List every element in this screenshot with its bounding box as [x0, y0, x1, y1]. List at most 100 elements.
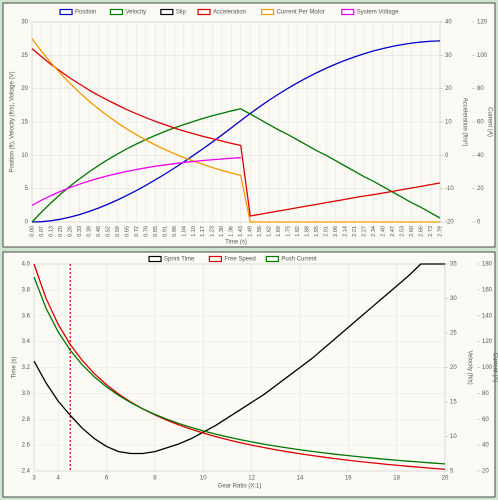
x-tick-label: 0.72 [134, 226, 140, 237]
legend-swatch [59, 8, 73, 16]
x-tick-label: 1.56 [257, 226, 263, 237]
legend-item[interactable]: Free Speed [208, 255, 256, 263]
x-tick-label: 0.13 [48, 226, 54, 237]
series-line [31, 40, 441, 223]
legend-swatch [265, 255, 279, 263]
y2-axis-title: Acceleration (ft/s²) [461, 98, 467, 147]
legend-label: Velocity [125, 10, 146, 16]
y3-tick-label: 120 [477, 20, 488, 26]
x-tick-label: 16 [345, 476, 352, 482]
y3-axis-title: Current (A) [486, 107, 492, 137]
y-tick-label: 2.6 [22, 443, 31, 449]
y3-tick-label: 140 [482, 313, 493, 319]
legend-label: Position [75, 10, 96, 16]
x-tick-label: 1.04 [181, 226, 187, 237]
series-line [33, 263, 445, 455]
y-tick-label: 3.6 [22, 313, 31, 319]
x-tick-label: 8 [153, 476, 157, 482]
y2-tick-label: 15 [450, 400, 457, 406]
x-tick-label: 0.65 [124, 226, 130, 237]
x-tick-label: 1.69 [276, 226, 282, 237]
y2-tick-label: 10 [450, 434, 457, 440]
x-axis-title: Time (s) [225, 240, 247, 246]
x-tick-label: 1.95 [314, 226, 320, 237]
legend-label: Push Current [281, 257, 317, 263]
y-tick-label: 25 [21, 53, 28, 59]
x-tick-label: 2.21 [352, 226, 358, 237]
x-tick-label: 1.88 [305, 226, 311, 237]
x-tick-label: 2.08 [333, 226, 339, 237]
y3-tick-label: 120 [482, 339, 493, 345]
x-tick-label: 2.01 [324, 226, 330, 237]
x-tick-label: 1.75 [286, 226, 292, 237]
x-tick-label: 0.26 [67, 226, 73, 237]
legend-item[interactable]: Sprint Time [148, 255, 195, 263]
x-tick-label: 2.73 [428, 226, 434, 237]
x-tick-label: 3 [32, 476, 36, 482]
x-tick-label: 18 [393, 476, 400, 482]
legend-item[interactable]: Push Current [265, 255, 317, 263]
y2-tick-label: 25 [450, 331, 457, 337]
x-axis-title: Gear Ratio (X:1) [218, 484, 262, 490]
y2-tick-label: 20 [450, 365, 457, 371]
x-tick-label: 1.43 [238, 226, 244, 237]
y-tick-label: 3.2 [22, 365, 31, 371]
x-tick-label: 1.10 [191, 226, 197, 237]
legend-swatch [148, 255, 162, 263]
y-axis-title: Position (ft), Velocity (ft/s), Voltage … [10, 71, 16, 172]
x-tick-label: 2.47 [390, 226, 396, 237]
y-tick-label: 30 [21, 20, 28, 26]
x-tick-label: 0.85 [153, 226, 159, 237]
x-tick-label: 0.59 [115, 226, 121, 237]
x-tick-label: 6 [105, 476, 109, 482]
y-tick-label: 2.4 [22, 469, 31, 475]
x-tick-label: 1.62 [267, 226, 273, 237]
x-tick-label: 0.20 [58, 226, 64, 237]
legend-swatch [160, 8, 174, 16]
x-tick-label: 1.49 [248, 226, 254, 237]
y-tick-label: 15 [21, 120, 28, 126]
legend-item[interactable]: Velocity [109, 8, 146, 16]
y2-tick-label: 10 [445, 120, 452, 126]
y-tick-label: 5 [25, 186, 29, 192]
y3-tick-label: 180 [482, 262, 493, 268]
series-line [31, 157, 241, 206]
plot-area [33, 263, 446, 472]
x-tick-label: 0.00 [29, 226, 35, 237]
y2-tick-label: 35 [450, 262, 457, 268]
y3-tick-label: 20 [477, 186, 484, 192]
x-tick-label: 0.46 [96, 226, 102, 237]
y3-tick-label: 100 [477, 53, 488, 59]
y3-axis-title: Current (A) [491, 353, 497, 383]
legend-swatch [261, 8, 275, 16]
legend-label: Free Speed [224, 257, 255, 263]
y-tick-label: 20 [21, 86, 28, 92]
legend-item[interactable]: Current Per Motor [261, 8, 325, 16]
chart-panel: 0.00 0.07 0.13 0.20 0.26 0.33 0.39 0.46 0.52 0.59… [10, 8, 492, 246]
legend-item[interactable]: System Voltage [341, 8, 399, 16]
y3-tick-label: 80 [482, 391, 489, 397]
y2-tick-label: 40 [445, 20, 452, 26]
y2-tick-label: 30 [445, 53, 452, 59]
x-tick-label: 0.98 [172, 226, 178, 237]
x-tick-label: 2.53 [399, 226, 405, 237]
y-tick-label: 3.0 [22, 391, 31, 397]
y3-tick-label: 100 [482, 365, 493, 371]
x-tick-label: 0.91 [162, 226, 168, 237]
legend-label: Current Per Motor [277, 10, 325, 16]
y3-tick-label: 0 [477, 220, 481, 226]
legend-label: Acceleration [213, 10, 246, 16]
legend-item[interactable]: Slip [160, 8, 187, 16]
y-tick-label: 0 [25, 220, 29, 226]
x-tick-label: 0.39 [86, 226, 92, 237]
y2-tick-label: 5 [450, 469, 454, 475]
y-tick-label: 3.4 [22, 339, 31, 345]
y2-tick-label: 0 [445, 153, 449, 159]
x-tick-label: 1.82 [295, 226, 301, 237]
y3-tick-label: 60 [482, 417, 489, 423]
legend-swatch [208, 255, 222, 263]
legend-item[interactable]: Position [59, 8, 96, 16]
y-tick-label: 10 [21, 153, 28, 159]
x-tick-label: 4 [57, 476, 61, 482]
legend-item[interactable]: Acceleration [197, 8, 246, 16]
